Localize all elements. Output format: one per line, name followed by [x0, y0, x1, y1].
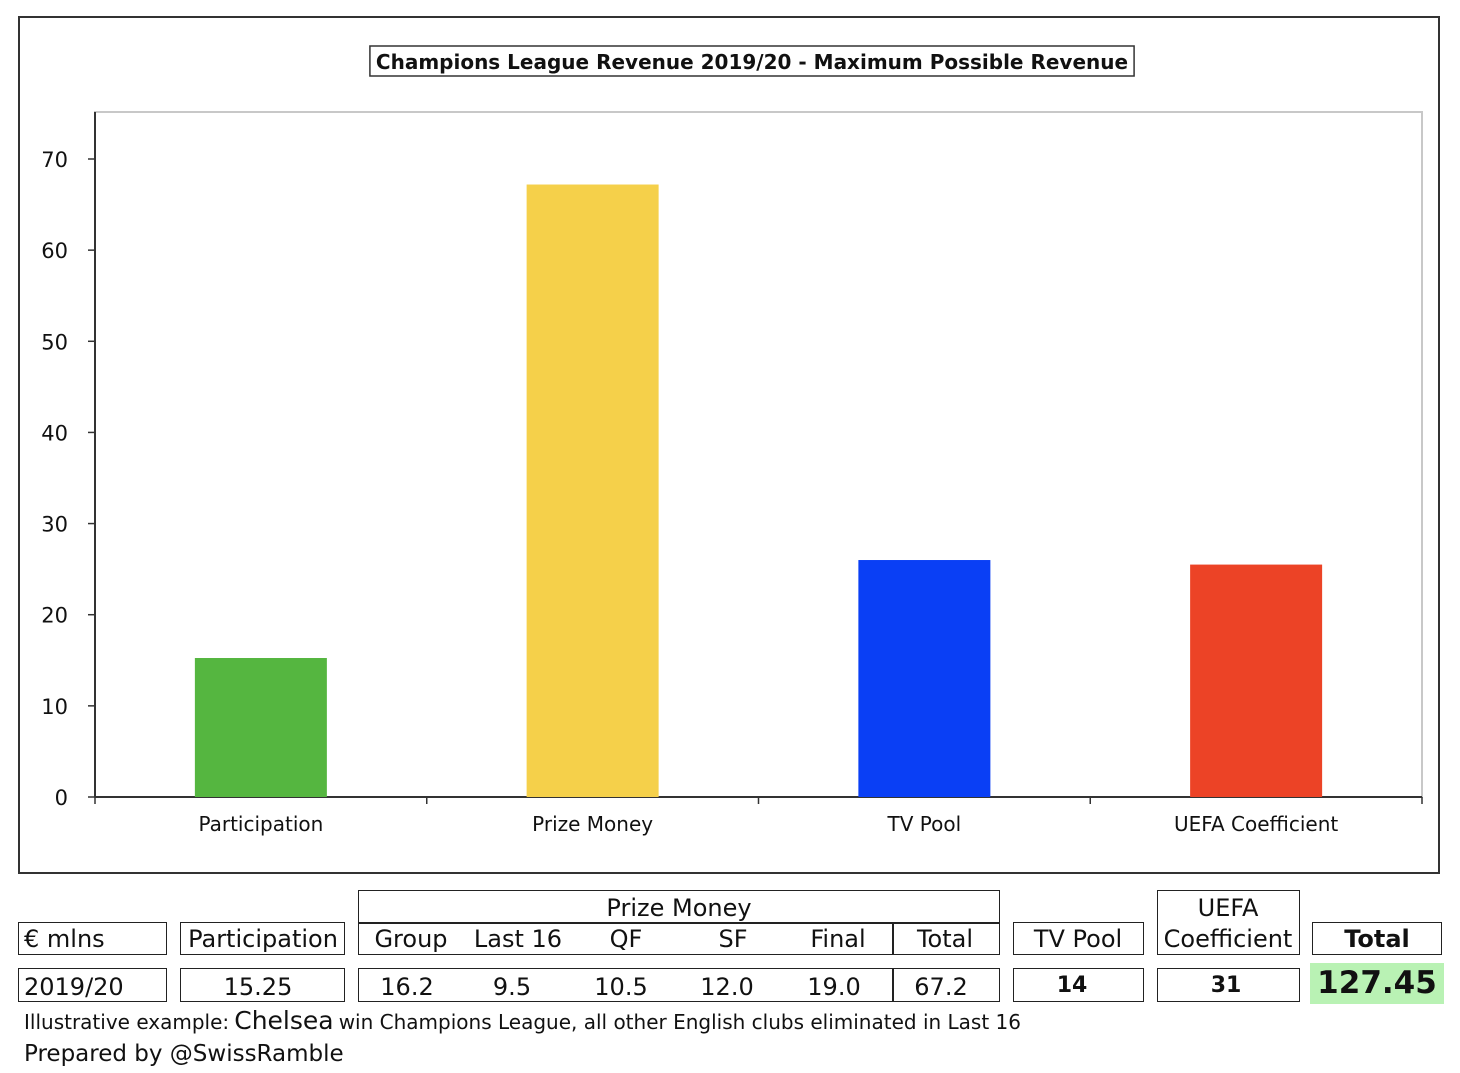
illustrative-note: Illustrative example: Chelsea win Champi… [24, 1008, 1021, 1033]
prize-col-qf: QF [609, 925, 643, 953]
prize-values-cell [358, 968, 1000, 1002]
unit-header: € mlns [24, 925, 105, 953]
y-tick-label-10: 10 [41, 695, 68, 719]
participation-header-cell [180, 922, 345, 955]
prize-values-divider [892, 968, 894, 1002]
prize-value-total: 67.2 [914, 973, 968, 1001]
prize-col-group: Group [374, 925, 448, 953]
participation-value: 15.25 [223, 973, 293, 1001]
prize-col-total: Total [916, 925, 974, 953]
y-tick-label-70: 70 [41, 148, 68, 172]
tv-pool-value-cell [1013, 968, 1144, 1002]
prize-value-qf: 10.5 [594, 973, 648, 1001]
prize-col-sf: SF [718, 925, 748, 953]
y-tick-label-0: 0 [55, 786, 68, 810]
uefa-value: 31 [1210, 973, 1242, 998]
prize-col-final: Final [810, 925, 866, 953]
credit-line: Prepared by @SwissRamble [24, 1041, 344, 1067]
row-label: 2019/20 [24, 973, 124, 1001]
x-tick-label-uefa-coefficient: UEFA Coefficient [1174, 812, 1338, 836]
total-header: Total [1344, 925, 1410, 953]
prize-total-divider [892, 922, 894, 955]
participation-value-cell [180, 968, 345, 1002]
participation-header: Participation [188, 925, 338, 953]
x-tick-label-prize-money: Prize Money [532, 812, 653, 836]
unit-header-cell [18, 922, 167, 955]
row-label-cell [18, 968, 167, 1002]
uefa-header-cell [1157, 890, 1300, 955]
illustrative-club: Chelsea [234, 1006, 334, 1035]
y-tick-label-50: 50 [41, 330, 68, 354]
bar-prize-money [526, 184, 659, 797]
prize-value-last16: 9.5 [492, 973, 532, 1001]
prize-value-sf: 12.0 [700, 973, 754, 1001]
chart-title: Champions League Revenue 2019/20 - Maxim… [376, 50, 1128, 74]
chart-frame: 0 10 20 30 40 50 60 70 Participation Prize Money T… [18, 16, 1440, 874]
y-tick-label-40: 40 [41, 421, 68, 445]
total-value-highlight [1310, 963, 1444, 1004]
uefa-value-cell [1157, 968, 1300, 1002]
bar-tv-pool [858, 560, 991, 797]
tv-pool-header-cell [1013, 922, 1144, 955]
prize-value-final: 19.0 [807, 973, 861, 1001]
bar-uefa-coefficient [1190, 564, 1323, 797]
bar-chart: 0 10 20 30 40 50 60 70 Participation Prize Money T… [41, 45, 1423, 836]
chart-title-box [369, 45, 1135, 77]
x-tick-label-participation: Participation [198, 812, 323, 836]
uefa-header-line1: UEFA [1197, 894, 1259, 922]
y-tick-label-30: 30 [41, 513, 68, 537]
illustrative-prefix: Illustrative example: [24, 1010, 230, 1034]
prize-value-group: 16.2 [380, 973, 434, 1001]
tv-pool-value: 14 [1056, 973, 1088, 998]
prize-money-header-divider [358, 922, 1000, 924]
y-tick-label-20: 20 [41, 604, 68, 628]
prize-col-last16: Last 16 [473, 925, 563, 953]
x-tick-label-tv-pool: TV Pool [887, 812, 962, 836]
total-value: 127.45 [1317, 965, 1437, 1001]
y-tick-label-60: 60 [41, 239, 68, 263]
total-header-cell [1312, 922, 1442, 955]
tv-pool-header: TV Pool [1033, 925, 1123, 953]
prize-money-header: Prize Money [606, 894, 752, 922]
bar-participation [194, 658, 327, 797]
uefa-header-line2: Coefficient [1163, 925, 1293, 953]
illustrative-rest: win Champions League, all other English … [338, 1010, 1021, 1034]
